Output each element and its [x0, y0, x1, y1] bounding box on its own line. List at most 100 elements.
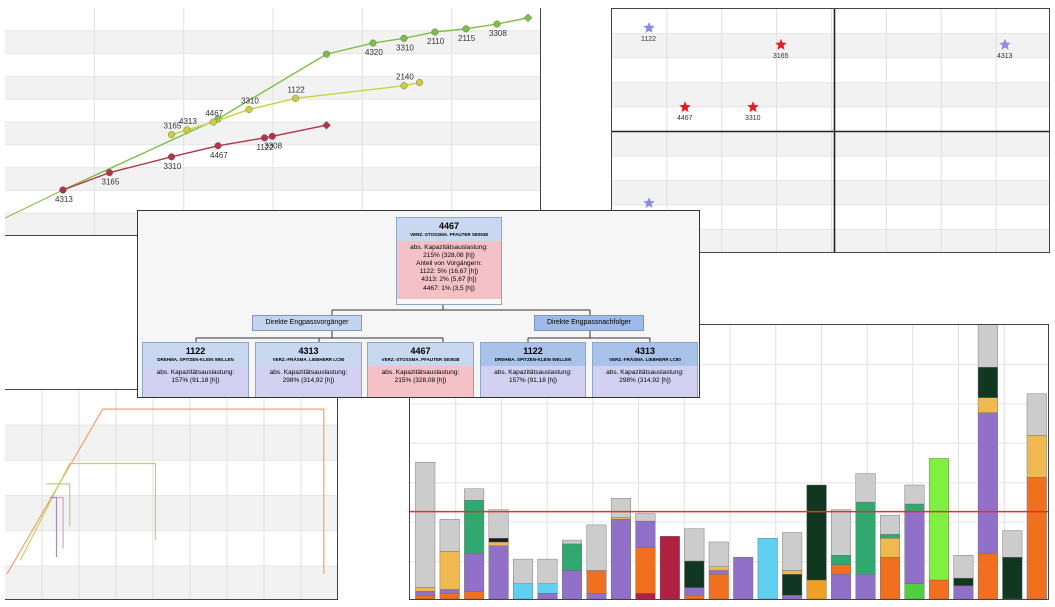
bar[interactable] — [586, 524, 607, 599]
bar-segment — [757, 537, 778, 599]
bar[interactable] — [733, 556, 754, 599]
bar[interactable] — [488, 509, 509, 599]
bar-segment — [733, 556, 754, 599]
bar[interactable] — [1002, 530, 1023, 599]
bar-segment — [610, 517, 631, 520]
bar-segment — [537, 558, 558, 585]
bar-segment — [708, 574, 729, 599]
scatter-star[interactable] — [747, 101, 759, 113]
bar[interactable] — [880, 515, 900, 599]
child-line: 298% (314,92 [h]) — [619, 377, 671, 384]
root-line-0: abs. Kapazitätsauslastung: — [410, 243, 488, 251]
scatter-star[interactable] — [679, 101, 691, 113]
step-series-line — [49, 496, 58, 557]
group-successors[interactable]: Direkte Engpassnachfolger — [534, 315, 644, 331]
series-point[interactable] — [400, 34, 408, 42]
bar-segment — [831, 564, 852, 575]
bar-segment — [537, 583, 558, 594]
series-point[interactable] — [462, 25, 470, 33]
bar[interactable] — [806, 484, 827, 599]
root-line-2: Anteil von Vorgängern: — [416, 260, 482, 268]
bar-segment — [953, 555, 974, 579]
bar-segment — [464, 499, 485, 554]
series-point[interactable] — [431, 28, 439, 36]
bar-segment — [464, 553, 485, 592]
series-point[interactable] — [369, 39, 377, 47]
bar-segment — [488, 541, 509, 546]
root-node[interactable]: 4467 VERZ.-STOSSMA. PFAUTER SE0538 abs. … — [396, 217, 502, 305]
bar-segment — [977, 412, 998, 554]
series-point[interactable] — [261, 134, 269, 142]
bar[interactable] — [977, 325, 998, 599]
bar-segment — [488, 537, 509, 543]
series-point[interactable] — [493, 20, 501, 28]
bar-segment — [537, 593, 558, 599]
bar[interactable] — [708, 541, 729, 599]
series-end-marker[interactable] — [523, 13, 533, 23]
bar-segment — [1026, 393, 1047, 436]
bar[interactable] — [635, 513, 656, 600]
bar[interactable] — [415, 461, 436, 599]
child-node-1122-succ[interactable]: 1122 DREHMA. SPITZEN-KLEIN WELLEN abs. Ka… — [480, 342, 586, 397]
bar[interactable] — [831, 509, 852, 599]
scatter-star[interactable] — [775, 38, 787, 50]
series-point[interactable] — [167, 153, 175, 161]
scatter-star[interactable] — [999, 38, 1011, 50]
child-desc: DREHMA. SPITZEN-KLEIN WELLEN — [157, 357, 234, 363]
root-line-1: 215% (328,08 [h]) — [423, 252, 475, 259]
grid — [5, 8, 540, 235]
bar[interactable] — [659, 536, 680, 599]
bar-segment — [855, 501, 876, 575]
child-desc: VERZ.-FRÄSMA. LIEBHERR LC80 — [609, 357, 681, 363]
scatter-star[interactable] — [643, 22, 655, 33]
series-point[interactable] — [105, 169, 113, 177]
bar-segment — [855, 574, 876, 599]
series-point[interactable] — [59, 186, 67, 194]
child-line: abs. Kapazitätsauslastung: — [156, 368, 235, 376]
bar[interactable] — [610, 498, 631, 599]
point-label: 2115 — [458, 34, 476, 43]
bar[interactable] — [537, 558, 558, 599]
series-point[interactable] — [183, 126, 191, 134]
group-predecessors[interactable]: Direkte Engpassvorgänger — [252, 315, 362, 331]
child-node-1122-pred[interactable]: 1122 DREHMA. SPITZEN-KLEIN WELLEN abs. Ka… — [142, 342, 249, 397]
bar[interactable] — [855, 473, 876, 599]
series-point[interactable] — [167, 131, 175, 139]
bar-segment — [610, 498, 631, 518]
grid-band — [612, 131, 1049, 156]
bar[interactable] — [757, 537, 778, 599]
child-node-4313-pred[interactable]: 4313 VERZ.-FRÄSMA. LIEBHERR LC80 abs. Kap… — [255, 342, 362, 397]
bar[interactable] — [684, 528, 705, 599]
point-label: 4320 — [365, 48, 383, 57]
bar[interactable] — [904, 484, 925, 599]
bar-segment — [904, 503, 925, 512]
bar-segment — [880, 534, 900, 539]
series-point[interactable] — [245, 105, 253, 113]
step-series-line — [19, 462, 157, 561]
series-point[interactable] — [268, 132, 276, 140]
series-point[interactable] — [209, 118, 217, 126]
bar[interactable] — [1026, 393, 1047, 599]
scatter-star[interactable] — [643, 197, 655, 209]
series-point[interactable] — [214, 142, 222, 150]
bar[interactable] — [782, 532, 803, 600]
child-node-4467-pred[interactable]: 4467 VERZ.-STOSSMA. PFAUTER SE0538 abs. K… — [367, 342, 474, 397]
bar[interactable] — [562, 539, 582, 599]
series-point[interactable] — [323, 50, 331, 58]
bar[interactable] — [464, 488, 485, 599]
point-label: 3310 — [745, 115, 761, 122]
child-node-4313-succ[interactable]: 4313 VERZ.-FRÄSMA. LIEBHERR LC80 abs. Kap… — [592, 342, 698, 397]
series-point[interactable] — [292, 94, 300, 102]
series-point[interactable] — [416, 79, 424, 87]
bar[interactable] — [928, 458, 949, 599]
series-point[interactable] — [400, 82, 408, 90]
series-end-marker[interactable] — [322, 120, 331, 130]
bar[interactable] — [953, 555, 974, 599]
bar[interactable] — [513, 558, 534, 599]
bar[interactable] — [439, 518, 460, 599]
bar-segment — [684, 528, 705, 562]
point-label: 3165 — [164, 122, 182, 131]
tree-connectors — [195, 304, 651, 342]
point-label: 4313 — [997, 53, 1013, 60]
